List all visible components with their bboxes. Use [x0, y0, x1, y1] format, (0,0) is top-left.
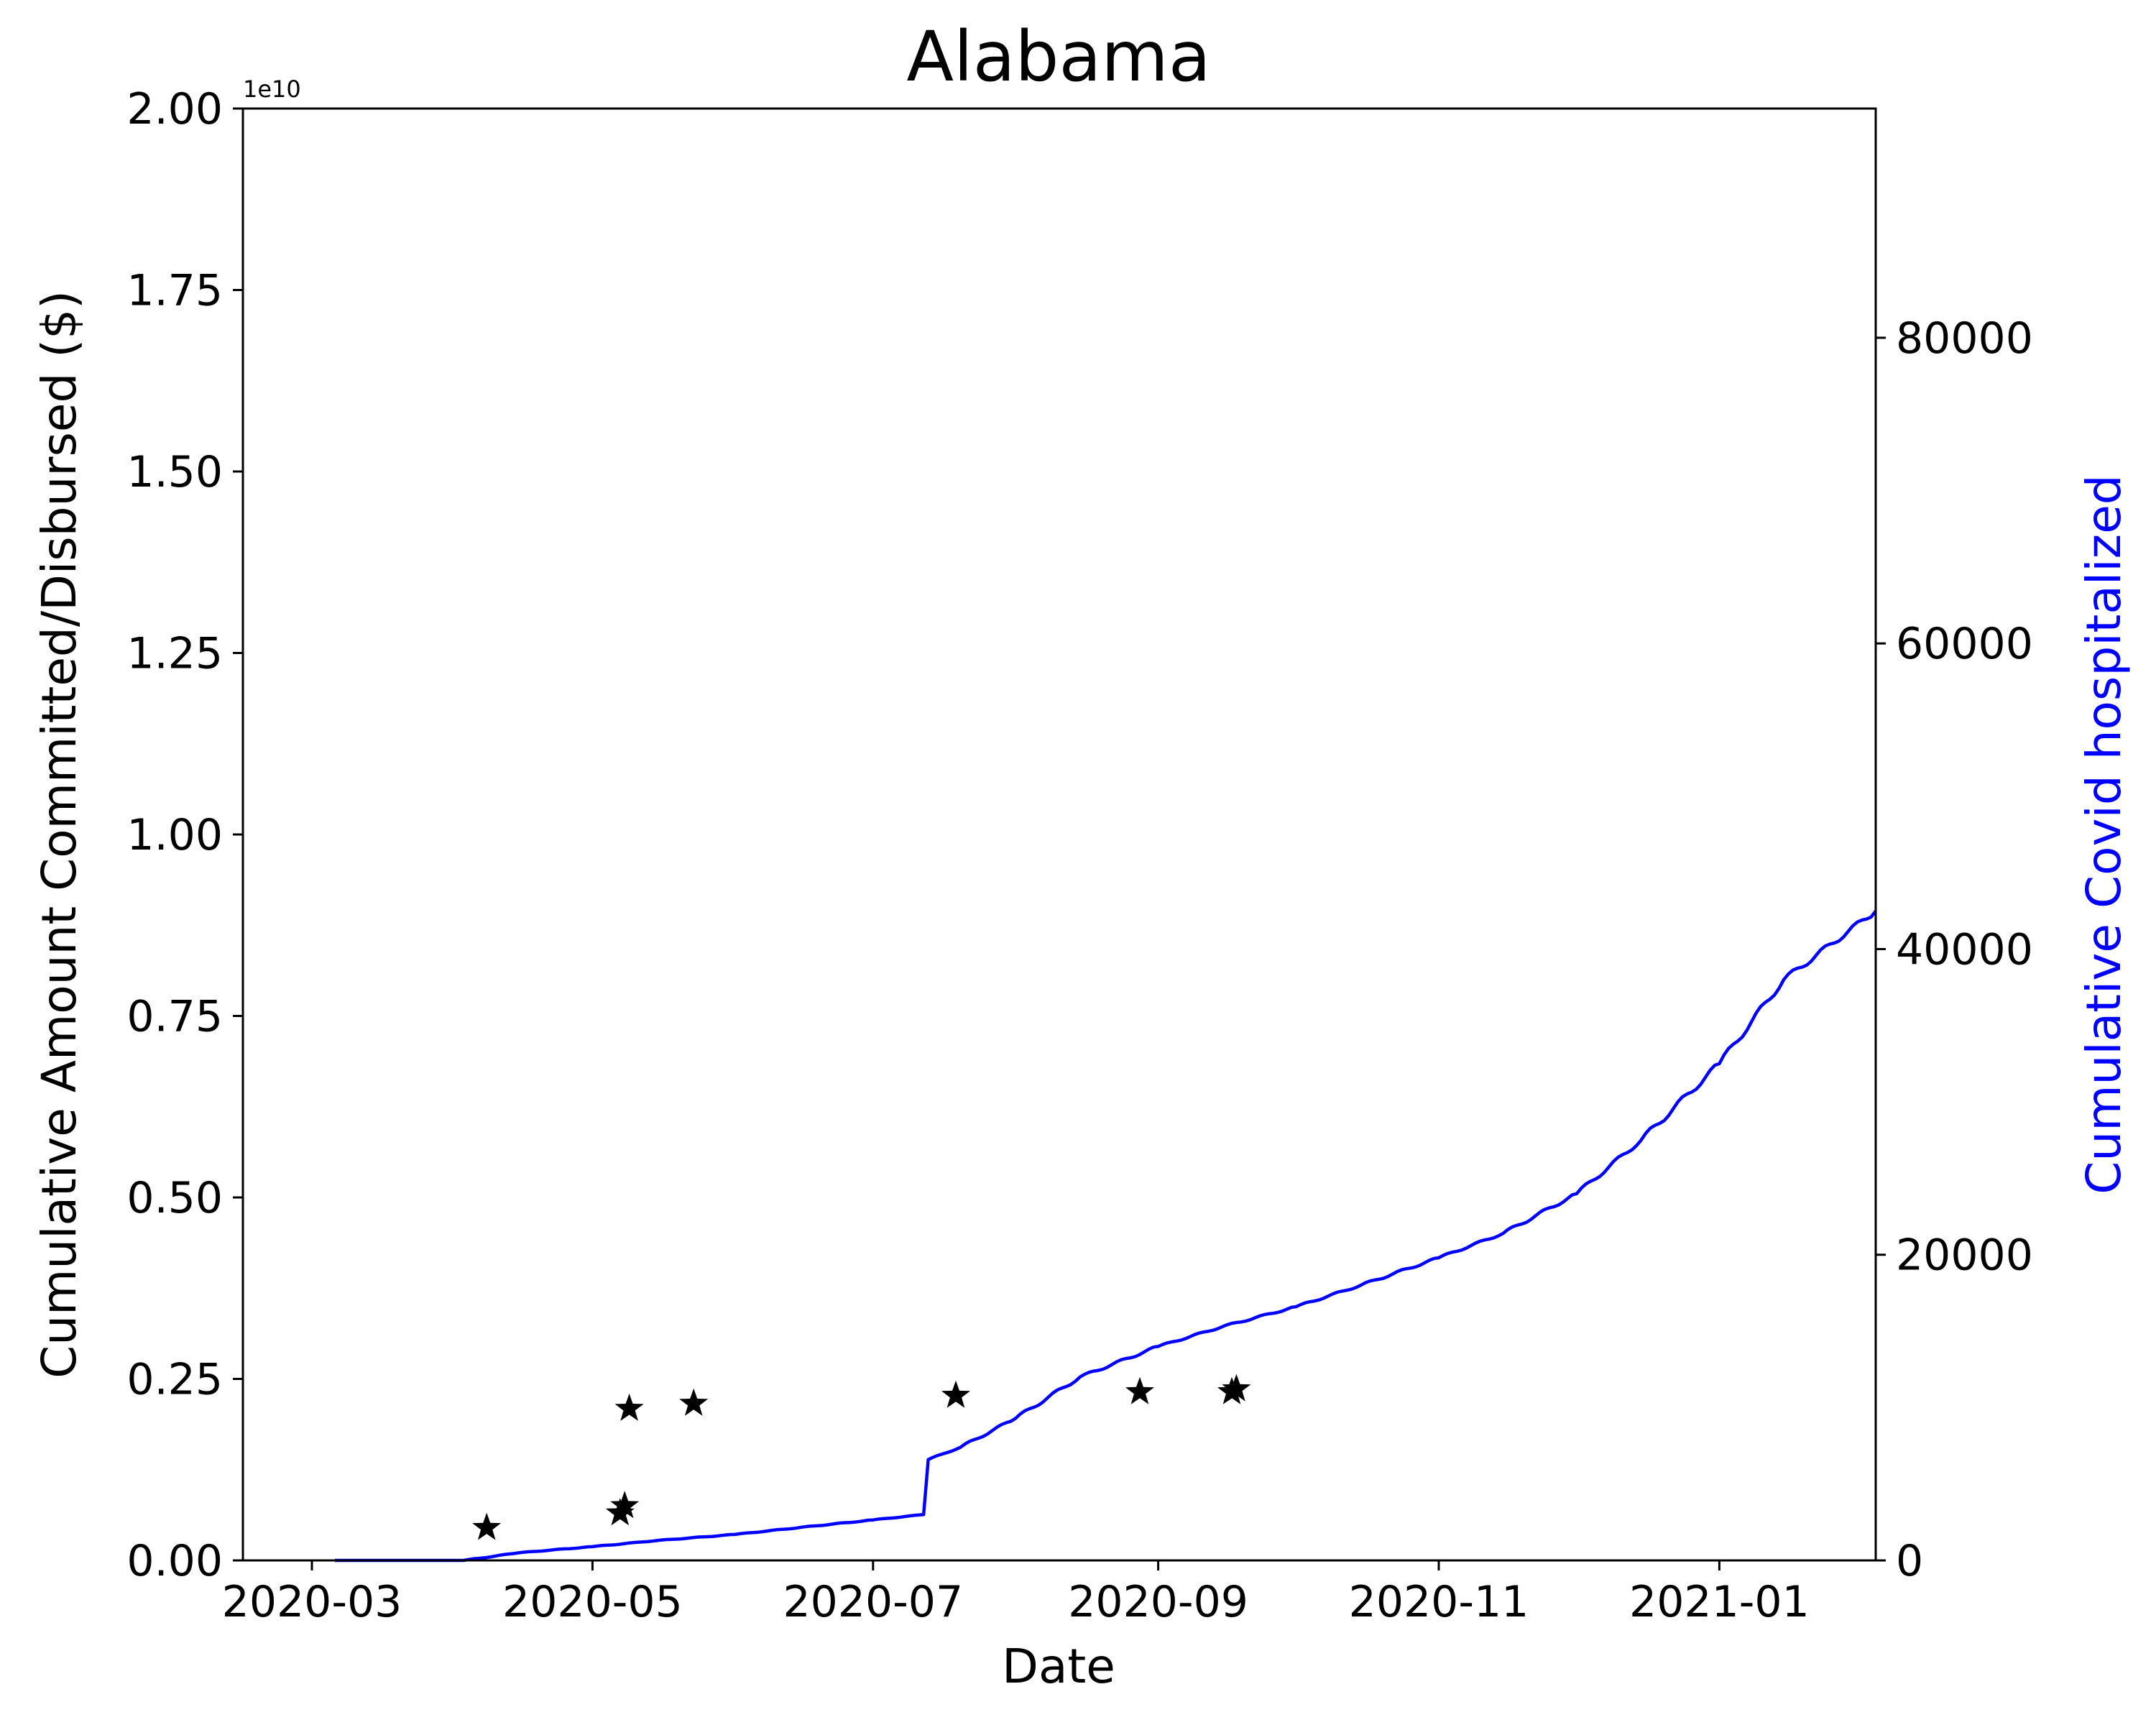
left-y-tick-label: 1.25 — [126, 629, 223, 679]
x-tick-label: 2020-03 — [222, 1577, 402, 1627]
left-y-tick-label: 1.75 — [126, 266, 223, 316]
right-y-tick-label: 40000 — [1896, 924, 2033, 975]
left-y-tick-label: 2.00 — [126, 84, 223, 134]
right-y-axis-ticks: 0 20000 40000 60000 80000 — [1876, 313, 2033, 1586]
chart-title: Alabama — [906, 17, 1210, 97]
commitment-star — [1125, 1376, 1154, 1404]
commitment-star — [941, 1380, 970, 1408]
x-tick-label: 2020-11 — [1349, 1577, 1529, 1627]
x-tick-label: 2020-05 — [502, 1577, 683, 1627]
left-y-tick-label: 0.00 — [126, 1536, 223, 1586]
right-y-tick-label: 0 — [1896, 1536, 1923, 1586]
left-y-tick-label: 1.00 — [126, 810, 223, 860]
right-y-tick-label: 80000 — [1896, 313, 2033, 364]
left-y-tick-label: 0.50 — [126, 1173, 223, 1223]
left-y-tick-label: 0.25 — [126, 1355, 223, 1405]
left-y-axis-label: Cumulative Amount Committed/Disbursed ($… — [32, 290, 87, 1379]
left-axis-multiplier: 1e10 — [243, 75, 301, 103]
commitment-star — [614, 1393, 644, 1421]
x-tick-label: 2020-07 — [783, 1577, 963, 1627]
x-tick-label: 2020-09 — [1068, 1577, 1248, 1627]
commitment-star — [610, 1491, 640, 1519]
right-y-axis-label: Cumulative Covid hospitalized — [2076, 474, 2132, 1194]
left-y-axis-ticks: 0.00 0.25 0.50 0.75 1.00 1.25 1.50 1.75 2.00 — [126, 84, 243, 1586]
right-y-tick-label: 60000 — [1896, 619, 2033, 669]
commitment-markers — [472, 1374, 1251, 1540]
x-tick-label: 2021-01 — [1629, 1577, 1810, 1627]
commitment-star — [1222, 1374, 1251, 1402]
commitment-star — [679, 1388, 709, 1416]
left-y-tick-label: 0.75 — [126, 992, 223, 1042]
hospitalized-line — [335, 909, 1877, 1563]
right-y-tick-label: 20000 — [1896, 1230, 2033, 1281]
commitment-star — [472, 1512, 502, 1540]
plot-frame — [241, 107, 1877, 1562]
x-axis-ticks: 2020-03 2020-05 2020-07 2020-09 2020-11 2021-… — [222, 1560, 1810, 1627]
x-axis-label: Date — [1002, 1639, 1115, 1694]
left-y-tick-label: 1.50 — [126, 447, 223, 497]
